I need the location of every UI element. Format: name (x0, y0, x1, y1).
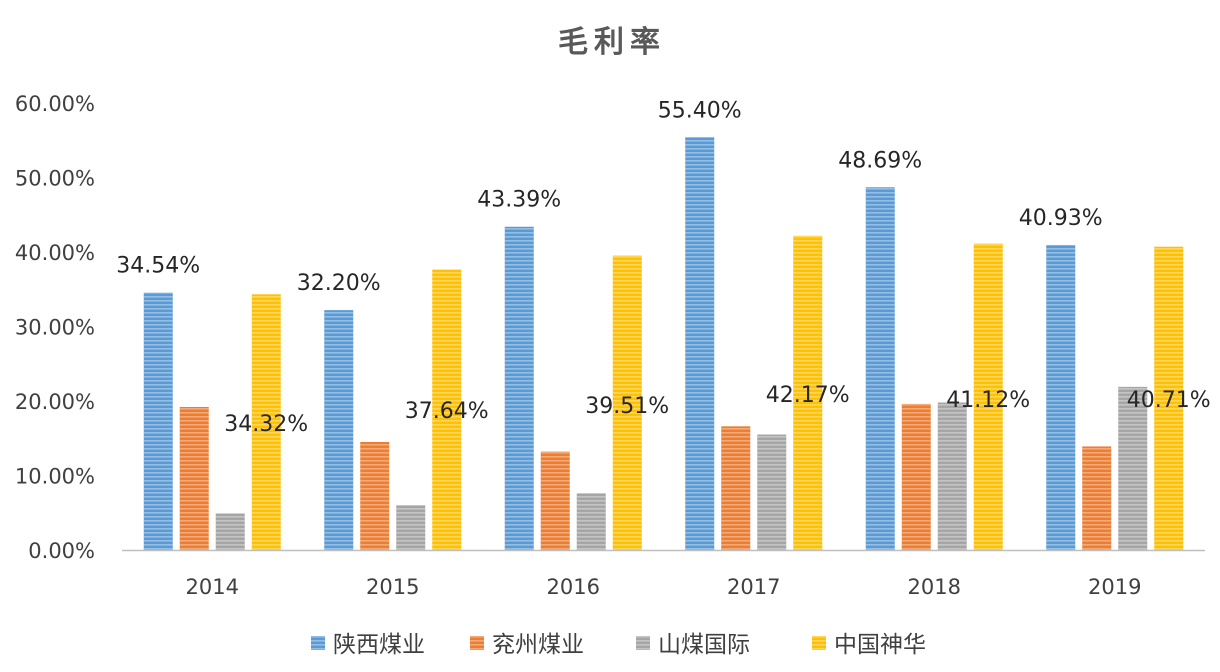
bars-group: 34.54% 34.32% 32.20% 37.64% 43.39% 39.51% 55.4… (116, 98, 1211, 550)
bar-2014-1 (143, 292, 173, 550)
bar-2017-4 (793, 235, 823, 550)
legend-label: 陕西煤业 (333, 632, 425, 658)
bar-stripe (251, 294, 281, 550)
bar-stripe (360, 441, 390, 550)
bar-2015-3 (396, 505, 426, 550)
bar-2016-3 (576, 493, 606, 550)
bar-2015-2 (360, 441, 390, 550)
bar-2018-1 (865, 187, 895, 550)
legend-swatch-stripe (636, 636, 650, 650)
bar-2016-2 (540, 451, 570, 550)
y-axis: 0.00% 10.00% 20.00% 30.00% 40.00% 50.00% 60.00… (15, 92, 95, 563)
bar-2019-4 (1154, 246, 1184, 550)
bar-stripe (1082, 446, 1112, 550)
y-tick-label: 20.00% (15, 390, 95, 414)
x-tick-label: 2016 (547, 575, 600, 599)
bar-stripe (685, 137, 715, 550)
x-tick-label: 2019 (1088, 575, 1141, 599)
data-label: 41.12% (946, 388, 1030, 413)
bar-2018-3 (937, 402, 967, 550)
y-tick-label: 10.00% (15, 465, 95, 489)
bar-stripe (865, 187, 895, 550)
bar-stripe (1118, 386, 1148, 550)
data-label: 42.17% (766, 383, 850, 408)
legend-label: 兖州煤业 (492, 632, 584, 658)
bar-stripe (793, 235, 823, 550)
bar-stripe (612, 255, 642, 550)
bar-stripe (901, 403, 931, 550)
bar-stripe (504, 226, 534, 550)
legend-item: 山煤国际 (636, 632, 750, 658)
data-label: 39.51% (585, 394, 669, 419)
bar-2015-1 (324, 310, 354, 550)
y-tick-label: 0.00% (28, 539, 95, 563)
bar-2019-1 (1046, 245, 1076, 550)
x-tick-label: 2018 (908, 575, 961, 599)
bar-stripe (1046, 245, 1076, 550)
data-label: 40.71% (1127, 388, 1211, 413)
bar-2015-4 (432, 269, 462, 550)
bar-stripe (179, 406, 209, 550)
x-tick-label: 2015 (366, 575, 419, 599)
legend-item: 陕西煤业 (311, 632, 425, 658)
bar-stripe (215, 513, 245, 550)
bar-stripe (396, 505, 426, 550)
legend-label: 山煤国际 (658, 632, 750, 658)
data-label: 55.40% (658, 98, 742, 123)
y-tick-label: 50.00% (15, 167, 95, 191)
bar-stripe (143, 292, 173, 550)
bar-stripe (973, 243, 1003, 550)
bar-2018-4 (973, 243, 1003, 550)
bar-stripe (721, 426, 751, 550)
bar-2016-1 (504, 226, 534, 550)
bar-2018-2 (901, 403, 931, 550)
data-label: 48.69% (838, 148, 922, 173)
bar-2014-4 (251, 294, 281, 550)
bar-stripe (540, 451, 570, 550)
bar-stripe (576, 493, 606, 550)
x-axis: 2014 2015 2016 2017 2018 2019 (122, 549, 1205, 599)
x-tick-label: 2017 (727, 575, 780, 599)
legend-swatch-stripe (470, 636, 484, 650)
chart-title: 毛利率 (558, 25, 666, 60)
y-tick-label: 60.00% (15, 92, 95, 116)
data-label: 37.64% (405, 399, 489, 424)
legend-label: 中国神华 (834, 632, 926, 658)
bar-2016-4 (612, 255, 642, 550)
data-label: 32.20% (297, 271, 381, 296)
bar-2017-3 (757, 434, 787, 550)
bar-stripe (432, 269, 462, 550)
legend-item: 中国神华 (812, 632, 926, 658)
bar-2019-2 (1082, 446, 1112, 550)
bar-2017-1 (685, 137, 715, 550)
data-label: 43.39% (477, 188, 561, 213)
bar-2017-2 (721, 426, 751, 550)
bar-stripe (324, 310, 354, 550)
bar-stripe (757, 434, 787, 550)
x-tick-label: 2014 (186, 575, 239, 599)
bar-2019-3 (1118, 386, 1148, 550)
bar-2014-3 (215, 513, 245, 550)
data-label: 40.93% (1019, 206, 1103, 231)
y-tick-label: 30.00% (15, 316, 95, 340)
legend: 陕西煤业 兖州煤业 山煤国际 中国神华 (311, 632, 926, 658)
bar-stripe (1154, 246, 1184, 550)
data-label: 34.32% (224, 412, 308, 437)
legend-swatch-stripe (812, 636, 826, 650)
legend-item: 兖州煤业 (470, 632, 584, 658)
data-label: 34.54% (116, 254, 200, 279)
bar-2014-2 (179, 406, 209, 550)
bar-stripe (937, 402, 967, 550)
y-tick-label: 40.00% (15, 241, 95, 265)
legend-swatch-stripe (311, 636, 325, 650)
